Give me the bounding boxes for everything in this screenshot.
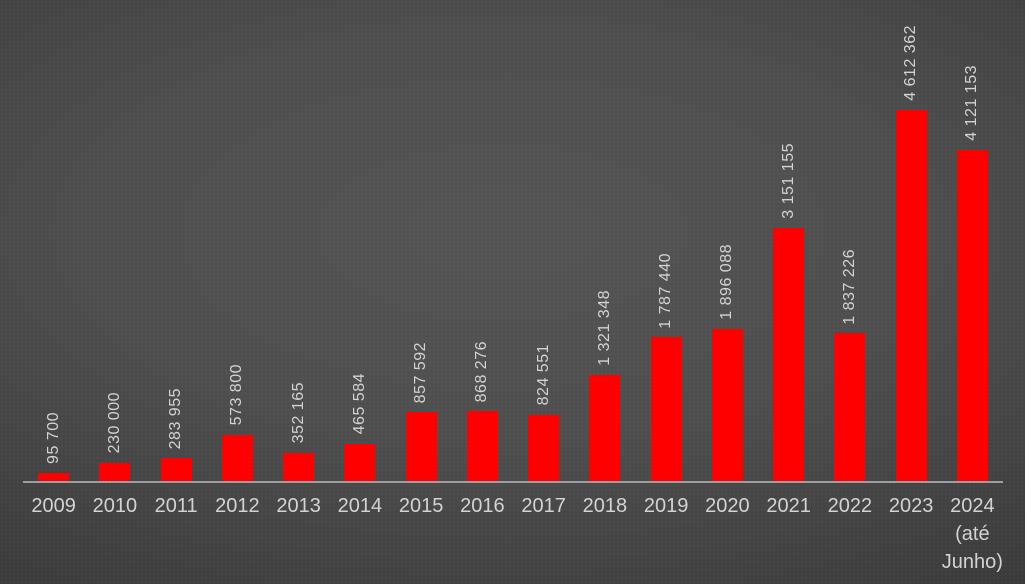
- value-label-2020: 1 896 088: [718, 243, 736, 320]
- bar-2010: [99, 462, 131, 481]
- value-label-2019: 1 787 440: [657, 252, 675, 329]
- x-label-line: 2012: [215, 495, 260, 517]
- x-label-line: 2023: [888, 495, 934, 517]
- value-label-2023: 4 612 362: [902, 25, 920, 101]
- x-label-line: 2009: [31, 495, 76, 517]
- value-label-2010: 230 000: [105, 392, 123, 454]
- bar-group-2017: 824 551: [513, 0, 574, 481]
- x-label-line: Junho): [941, 551, 1003, 573]
- x-label-line: 2010: [92, 495, 138, 517]
- bar-2024: [956, 149, 988, 481]
- x-label-line: 2011: [154, 495, 198, 517]
- x-label-2023: 2023: [881, 492, 942, 576]
- x-label-2022: 2022: [819, 492, 880, 576]
- x-label-2013: 2013: [268, 492, 329, 576]
- bar-2021: [773, 227, 805, 481]
- x-label-2017: 2017: [513, 492, 574, 576]
- bar-2009: [38, 473, 70, 481]
- bar-group-2024: 4 121 153: [942, 0, 1003, 481]
- x-label-2021: 2021: [758, 492, 819, 576]
- value-label-2021: 3 151 155: [779, 142, 797, 219]
- bar-2014: [344, 443, 376, 481]
- bar-group-2012: 573 800: [207, 0, 268, 481]
- bar-group-2016: 868 276: [452, 0, 513, 481]
- value-label-2009: 95 700: [44, 412, 62, 465]
- x-label-line: 2024: [950, 495, 995, 517]
- x-label-line: 2017: [521, 495, 566, 517]
- bar-2013: [283, 452, 315, 481]
- bar-chart: 95 700 230 000 283 955 573 800 352 165 465 58…: [23, 0, 1003, 584]
- value-label-2012: 573 800: [228, 364, 246, 426]
- x-label-2012: 2012: [207, 492, 268, 576]
- x-label-2016: 2016: [452, 492, 513, 576]
- x-axis-labels: 2009 2010 2011 2012 2013 2014 2015 2016 2017 2018…: [23, 492, 1003, 576]
- x-label-2018: 2018: [574, 492, 635, 576]
- bar-group-2020: 1 896 088: [697, 0, 758, 481]
- bar-2018: [589, 374, 621, 481]
- bar-group-2011: 283 955: [146, 0, 207, 481]
- bar-group-2022: 1 837 226: [819, 0, 880, 481]
- bar-group-2015: 857 592: [391, 0, 452, 481]
- bar-2022: [834, 333, 866, 481]
- x-label-line: 2016: [460, 495, 505, 517]
- bar-2017: [528, 414, 560, 481]
- value-label-2014: 465 584: [350, 373, 368, 435]
- value-label-2024: 4 121 153: [963, 64, 981, 141]
- bar-group-2010: 230 000: [84, 0, 145, 481]
- bar-group-2021: 3 151 155: [758, 0, 819, 481]
- bar-group-2013: 352 165: [268, 0, 329, 481]
- bar-2012: [221, 434, 253, 481]
- value-label-2011: 283 955: [167, 387, 185, 450]
- bar-2015: [405, 412, 437, 481]
- x-label-2014: 2014: [329, 492, 390, 576]
- bar-2023: [895, 110, 927, 481]
- x-axis-line: [23, 481, 1003, 483]
- x-label-line: 2015: [398, 495, 444, 517]
- x-label-2010: 2010: [84, 492, 145, 576]
- x-label-line: 2013: [276, 495, 321, 517]
- x-label-2011: 2011: [146, 492, 207, 576]
- bar-group-2018: 1 321 348: [574, 0, 635, 481]
- bar-2019: [650, 337, 682, 481]
- x-label-line: 2022: [827, 495, 873, 517]
- x-label-2020: 2020: [697, 492, 758, 576]
- bar-2011: [160, 458, 192, 481]
- x-label-2024: 2024 (até Junho): [942, 492, 1003, 576]
- bar-group-2009: 95 700: [23, 0, 84, 481]
- x-label-line: (até: [955, 523, 990, 545]
- x-label-line: 2021: [766, 495, 811, 517]
- value-label-2018: 1 321 348: [595, 290, 613, 366]
- value-label-2022: 1 837 226: [840, 248, 858, 325]
- bar-group-2014: 465 584: [329, 0, 390, 481]
- plot-area: 95 700 230 000 283 955 573 800 352 165 465 58…: [23, 0, 1003, 481]
- x-label-line: 2018: [582, 495, 628, 517]
- bar-2020: [711, 328, 743, 481]
- x-label-line: 2014: [337, 495, 383, 517]
- bar-2016: [466, 411, 498, 481]
- x-label-2015: 2015: [391, 492, 452, 576]
- x-label-2019: 2019: [636, 492, 697, 576]
- x-label-2009: 2009: [23, 492, 84, 576]
- value-label-2015: 857 592: [412, 341, 430, 403]
- bar-group-2019: 1 787 440: [636, 0, 697, 481]
- value-label-2016: 868 276: [473, 340, 491, 403]
- bar-group-2023: 4 612 362: [881, 0, 942, 481]
- value-label-2013: 352 165: [289, 382, 307, 444]
- x-label-line: 2019: [643, 495, 689, 517]
- x-label-line: 2020: [705, 495, 750, 517]
- value-label-2017: 824 551: [534, 344, 552, 406]
